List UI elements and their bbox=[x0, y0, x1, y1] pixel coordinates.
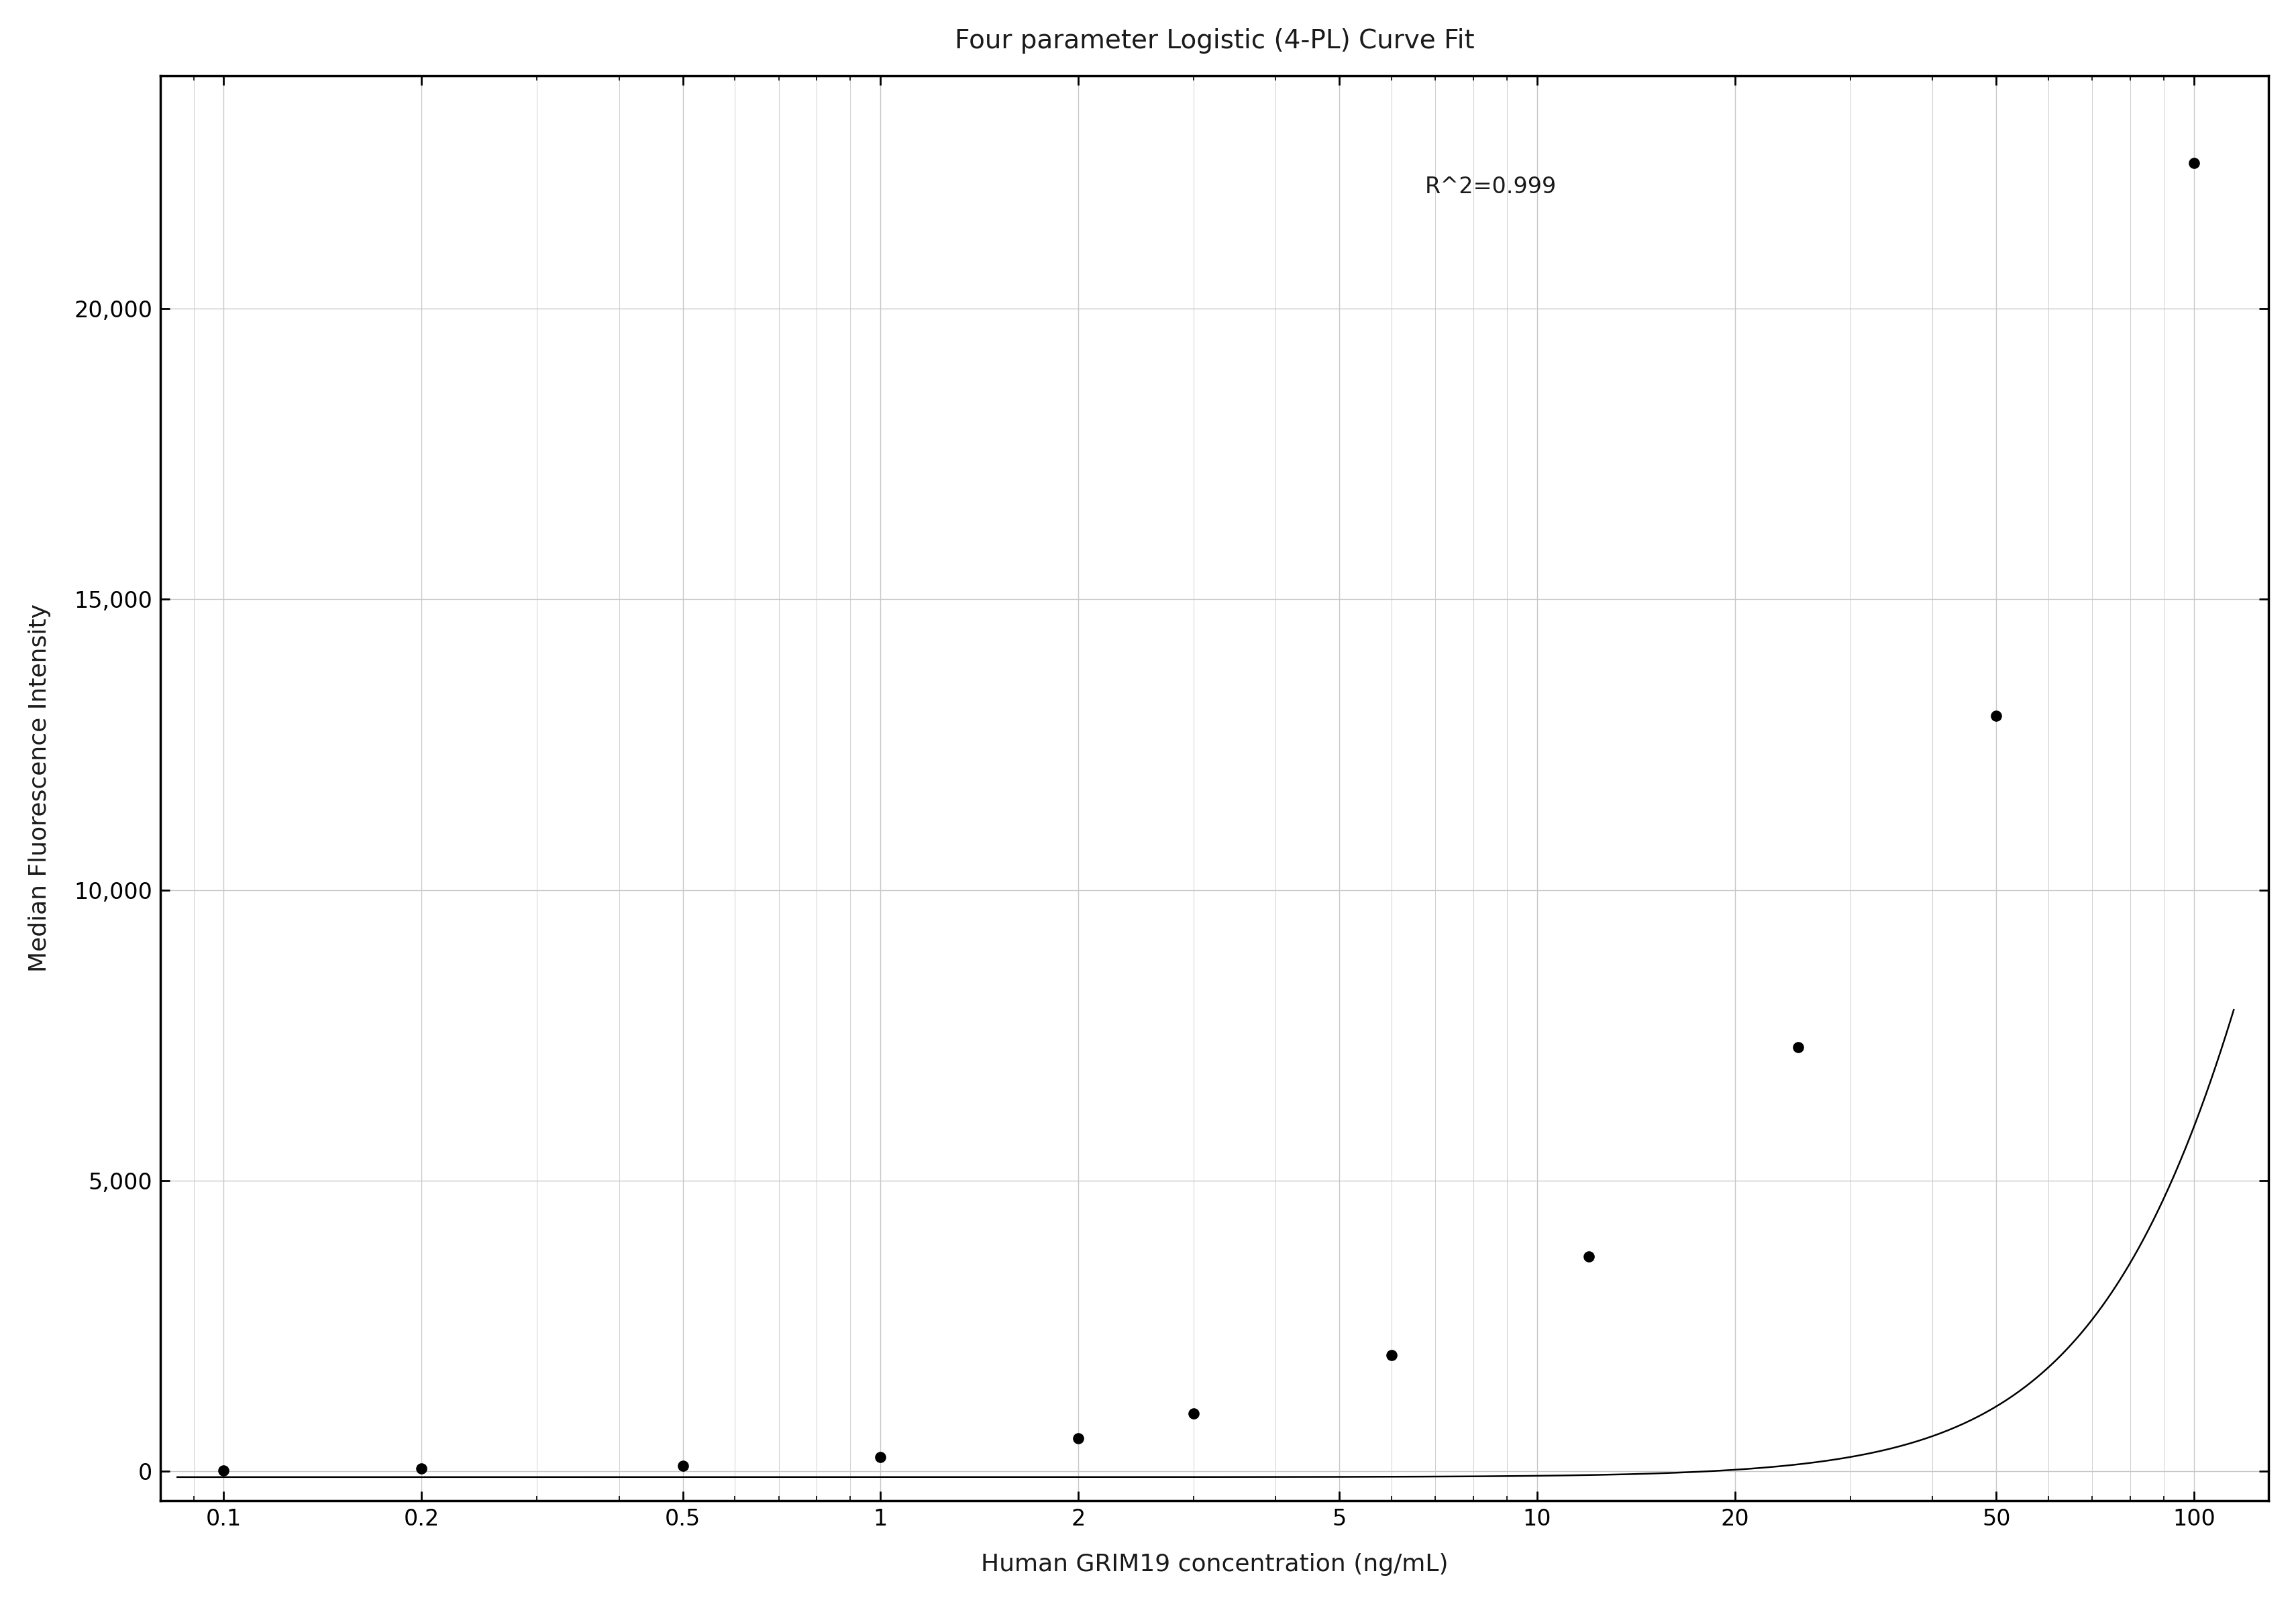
Point bbox=[1176, 1400, 1212, 1426]
Y-axis label: Median Fluorescence Intensity: Median Fluorescence Intensity bbox=[28, 605, 51, 972]
Point bbox=[402, 1455, 439, 1480]
Point bbox=[1570, 1243, 1607, 1269]
X-axis label: Human GRIM19 concentration (ng/mL): Human GRIM19 concentration (ng/mL) bbox=[980, 1553, 1446, 1577]
Point bbox=[1779, 1035, 1816, 1060]
Point bbox=[1977, 703, 2014, 728]
Point bbox=[1058, 1426, 1095, 1452]
Point bbox=[664, 1453, 700, 1479]
Text: R^2=0.999: R^2=0.999 bbox=[1426, 176, 1557, 197]
Point bbox=[204, 1458, 241, 1484]
Point bbox=[861, 1444, 898, 1469]
Title: Four parameter Logistic (4-PL) Curve Fit: Four parameter Logistic (4-PL) Curve Fit bbox=[955, 27, 1474, 53]
Point bbox=[2174, 151, 2211, 176]
Point bbox=[1373, 1343, 1410, 1368]
